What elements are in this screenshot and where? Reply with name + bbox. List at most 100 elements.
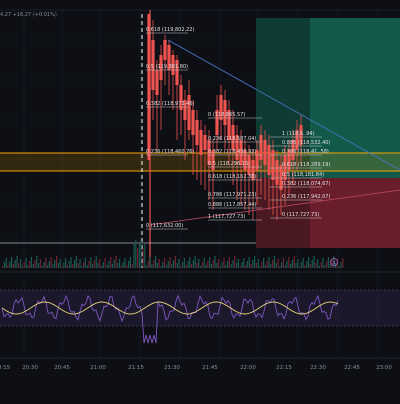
volume-bar <box>342 258 344 268</box>
rsi-ma-line <box>1 301 339 315</box>
volume-bar <box>155 256 157 268</box>
candle-body <box>211 150 215 170</box>
candle-body <box>243 150 247 170</box>
volume-bar <box>45 258 47 268</box>
volume-bar <box>102 262 104 268</box>
volume-bar <box>25 258 27 268</box>
candle-body <box>255 150 259 170</box>
volume-bar <box>279 266 281 268</box>
volume-bar <box>311 260 313 268</box>
volume-bar <box>201 262 203 268</box>
fib-left-label: 0 (117,632.00) <box>146 223 183 229</box>
volume-bar <box>23 262 25 268</box>
volume-bar <box>302 258 304 268</box>
volume-bar <box>216 263 218 268</box>
volume-bar <box>257 259 259 268</box>
time-label: 22:45 <box>344 365 360 371</box>
volume-bar <box>47 265 49 268</box>
volume-bar <box>113 260 115 268</box>
volume-bar <box>59 259 61 268</box>
volume-bar <box>194 256 196 268</box>
volume-bar <box>248 257 250 268</box>
volume-bar <box>108 261 110 268</box>
fib-right-label: 0.886 (118,532.40) <box>282 140 330 146</box>
volume-bar <box>124 258 126 268</box>
volume-bar <box>317 259 319 268</box>
fib-mid-label: 0.786 (117,971.23) <box>208 192 256 198</box>
time-label: 22:30 <box>310 365 326 371</box>
volume-bar <box>209 257 211 268</box>
volume-bar <box>3 262 5 268</box>
volume-bar <box>36 256 38 268</box>
volume-bar <box>277 259 279 268</box>
candle-body <box>219 95 223 120</box>
volume-bar <box>236 263 238 268</box>
rsi-alert-marker[interactable] <box>330 258 338 266</box>
volume-bar <box>54 260 56 268</box>
fib-right-label: 0.236 (117,942.07) <box>282 194 330 200</box>
volume-bar <box>309 264 311 268</box>
volume-bar <box>20 259 22 268</box>
volume-bar <box>246 261 248 268</box>
candle-body <box>227 110 231 140</box>
volume-bar <box>21 266 23 268</box>
fib-mid-label: 0.382 (118,430.92) <box>208 149 256 155</box>
volume-bar <box>299 266 301 268</box>
volume-bar <box>74 260 76 268</box>
volume-bar <box>115 256 117 268</box>
volume-bar <box>65 258 67 268</box>
volume-bar <box>241 262 243 268</box>
volume-bar <box>338 266 340 268</box>
fib-mid-label: 0.618 (118,162.38) <box>208 174 256 180</box>
candle-body <box>175 60 179 85</box>
fib-mid-label: 0.886 (117,857.44) <box>208 202 256 208</box>
candle-body <box>215 110 219 135</box>
volume-bar <box>119 259 121 268</box>
volume-bar <box>228 257 230 268</box>
volume-bar <box>32 264 34 268</box>
fib-right-label: 0.618 (118,289.19) <box>282 162 330 168</box>
volume-bar <box>95 256 97 268</box>
volume-bar <box>7 265 9 268</box>
candle-body <box>179 85 183 110</box>
volume-bar <box>63 262 65 268</box>
volume-bar <box>12 264 14 268</box>
volume-bar <box>68 261 70 268</box>
volume-bar <box>198 259 200 268</box>
candle-body <box>195 120 199 145</box>
volume-bar <box>39 259 41 268</box>
trendline-top[interactable] <box>167 39 400 171</box>
trendline-bottom[interactable] <box>149 189 400 226</box>
candle-body <box>299 125 303 145</box>
volume-bar <box>182 262 184 268</box>
volume-bar <box>70 257 72 268</box>
volume-bar <box>243 258 245 268</box>
volume-bar <box>101 266 103 268</box>
candle-body <box>235 135 239 160</box>
volume-bar <box>149 257 151 268</box>
volume-bar <box>18 263 20 268</box>
volume-bar <box>210 264 212 268</box>
candle-body <box>231 125 235 150</box>
volume-bar <box>306 261 308 268</box>
volume-bar <box>264 265 266 268</box>
volume-bar <box>207 261 209 268</box>
candle-body <box>263 140 267 165</box>
volume-bar <box>212 260 214 268</box>
volume-bar <box>34 260 36 268</box>
drawings[interactable]: 0.618 (119,802.22) 0.5 (119,381.80) 0.382 … <box>0 27 400 244</box>
volume-bar <box>171 264 173 268</box>
volume-bar <box>308 257 310 268</box>
volume-bar <box>221 262 223 268</box>
candle-body <box>271 150 275 180</box>
volume-bar <box>137 248 139 268</box>
price-change-readout: 4.27 +16.27 (+0.01%) <box>0 12 57 18</box>
volume-bar <box>104 258 106 268</box>
volume-bar <box>151 264 153 268</box>
candle-body <box>159 55 163 80</box>
volume-bar <box>57 263 59 268</box>
volume-bar <box>5 258 7 268</box>
fib-right-label: 1 (118,6..94) <box>282 131 315 137</box>
